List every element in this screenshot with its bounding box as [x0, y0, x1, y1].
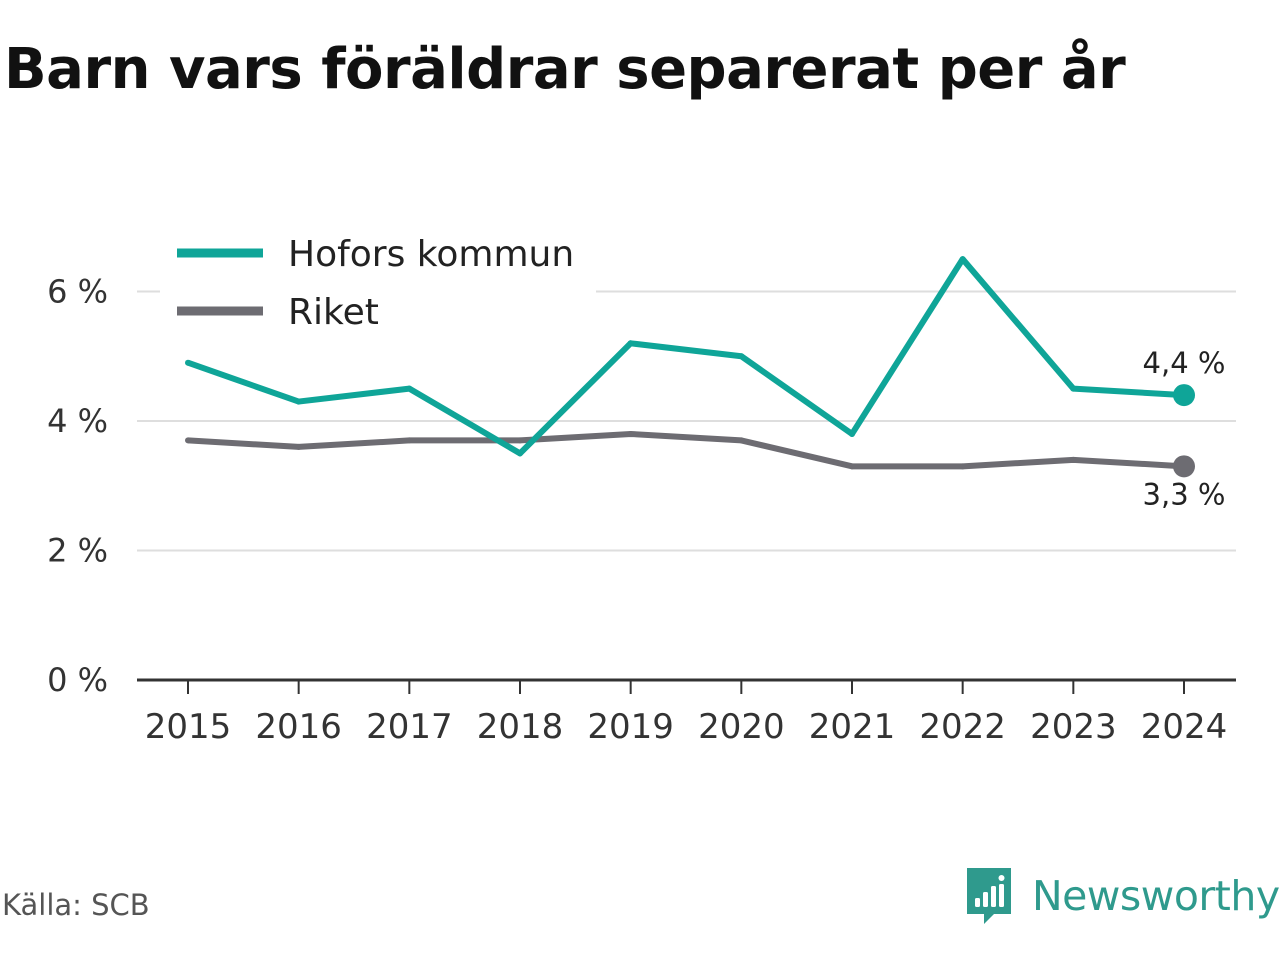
end-marker: [1173, 384, 1195, 407]
y-tick-label: 6 %: [47, 273, 108, 311]
data-point: [959, 463, 966, 470]
data-point: [627, 430, 634, 437]
newsworthy-logo-icon: [967, 868, 1011, 924]
chart-title: Barn vars föräldrar separerat per år: [4, 37, 1126, 102]
data-point: [185, 359, 191, 366]
end-marker: [1173, 455, 1195, 478]
end-value-label: 4,4 %: [1143, 346, 1226, 380]
x-tick-label: 2022: [919, 707, 1006, 747]
data-point: [185, 437, 191, 444]
brand-logo: Newsworthy: [964, 864, 1280, 928]
source-note: Källa: SCB: [2, 888, 150, 922]
legend-label: Riket: [288, 292, 379, 333]
data-point: [406, 385, 413, 392]
y-tick-label: 2 %: [47, 532, 108, 570]
data-point: [849, 430, 855, 437]
series-line-hofors-kommun: [187, 256, 1185, 457]
data-point: [1070, 456, 1077, 463]
legend-background: [160, 228, 596, 338]
data-point: [406, 437, 413, 444]
data-point: [517, 437, 523, 444]
data-point: [738, 353, 745, 360]
data-point: [295, 398, 302, 405]
data-point: [295, 443, 302, 450]
end-value-label: 3,3 %: [1143, 477, 1226, 511]
x-tick-label: 2023: [1030, 707, 1117, 747]
legend-label: Hofors kommun: [288, 234, 574, 275]
y-tick-label: 0 %: [47, 661, 108, 699]
y-tick-label: 4 %: [47, 402, 108, 440]
data-point: [738, 437, 745, 444]
x-tick-label: 2016: [255, 707, 342, 747]
x-tick-label: 2020: [698, 707, 785, 747]
data-point: [1070, 385, 1077, 392]
x-tick-label: 2015: [145, 707, 232, 747]
x-tick-label: 2019: [587, 707, 674, 747]
data-point: [849, 463, 855, 470]
data-point: [517, 450, 523, 457]
data-point: [627, 340, 634, 347]
x-tick-label: 2018: [477, 707, 564, 747]
x-tick-label: 2017: [366, 707, 453, 747]
x-tick-label: 2024: [1141, 707, 1228, 747]
data-point: [959, 256, 966, 263]
series-line-riket: [187, 430, 1185, 470]
brand-name: Newsworthy: [1032, 872, 1280, 920]
x-tick-label: 2021: [809, 707, 896, 747]
